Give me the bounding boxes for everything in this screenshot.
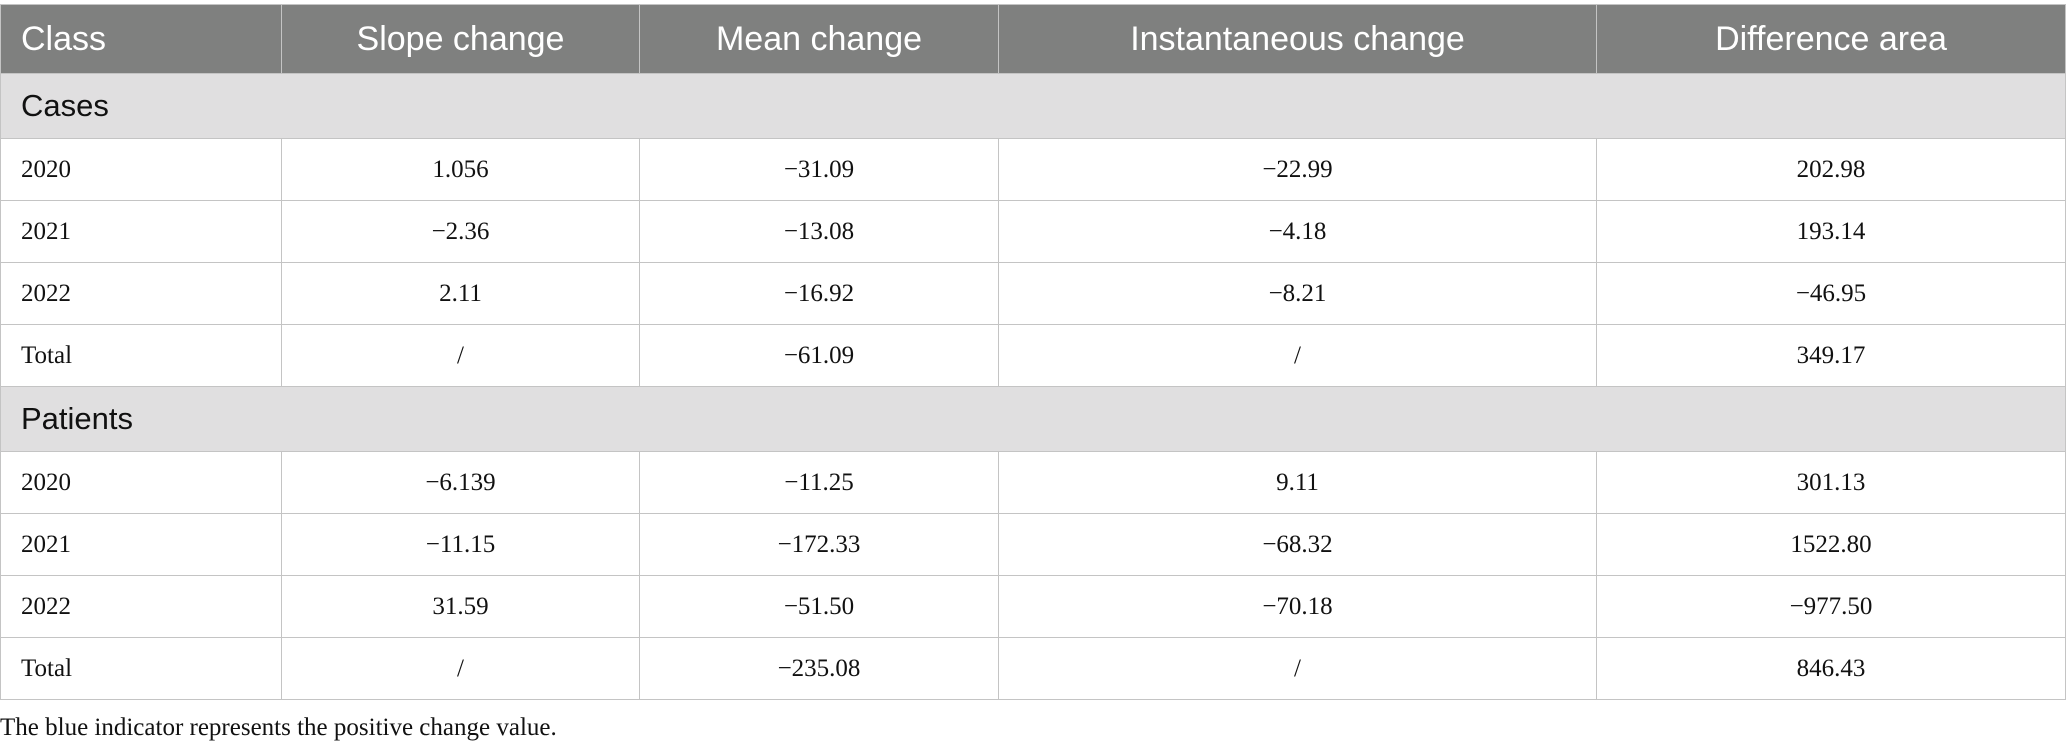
data-row: 2022 2.11 −16.92 −8.21 −46.95 bbox=[0, 262, 2066, 325]
cell-value: 202.98 bbox=[1596, 138, 2066, 201]
cell-value: −4.18 bbox=[998, 200, 1597, 263]
cell-value: −31.09 bbox=[639, 138, 999, 201]
cell-value: −46.95 bbox=[1596, 262, 2066, 325]
row-label: 2020 bbox=[0, 451, 282, 514]
header-row: Class Slope change Mean change Instantaneou… bbox=[0, 4, 2066, 74]
column-header: Difference area bbox=[1596, 4, 2066, 74]
data-row: 2021 −11.15 −172.33 −68.32 1522.80 bbox=[0, 513, 2066, 576]
column-header: Instantaneous change bbox=[998, 4, 1597, 74]
cell-value: −977.50 bbox=[1596, 575, 2066, 638]
cell-value: −11.15 bbox=[281, 513, 640, 576]
row-label: 2022 bbox=[0, 575, 282, 638]
cell-value: −11.25 bbox=[639, 451, 999, 514]
group-row: Cases bbox=[0, 73, 2066, 139]
data-row: Total / −235.08/846.43 bbox=[0, 637, 2066, 700]
data-row: 2021 −2.36 −13.08 −4.18 193.14 bbox=[0, 200, 2066, 263]
cell-value: −16.92 bbox=[639, 262, 999, 325]
cell-value: −172.33 bbox=[639, 513, 999, 576]
cell-value: −61.09 bbox=[639, 324, 999, 387]
cell-value: 846.43 bbox=[1596, 637, 2066, 700]
cell-value: / bbox=[281, 637, 640, 700]
row-label: Total bbox=[0, 637, 282, 700]
cell-value: 349.17 bbox=[1596, 324, 2066, 387]
cell-value: 31.59 bbox=[281, 575, 640, 638]
cell-value: −8.21 bbox=[998, 262, 1597, 325]
column-header: Mean change bbox=[639, 4, 999, 74]
data-row: Total / −61.09/349.17 bbox=[0, 324, 2066, 387]
group-row: Patients bbox=[0, 386, 2066, 452]
cell-value: 9.11 bbox=[998, 451, 1597, 514]
cell-value: −70.18 bbox=[998, 575, 1597, 638]
row-label: 2021 bbox=[0, 200, 282, 263]
cell-value: −22.99 bbox=[998, 138, 1597, 201]
column-header: Slope change bbox=[281, 4, 640, 74]
cell-value: / bbox=[998, 324, 1597, 387]
data-row: 2020 −6.139 −11.25 9.11 301.13 bbox=[0, 451, 2066, 514]
cell-value: −2.36 bbox=[281, 200, 640, 263]
cell-value: −235.08 bbox=[639, 637, 999, 700]
cell-value: 2.11 bbox=[281, 262, 640, 325]
group-label: Patients bbox=[0, 386, 2066, 452]
cell-value: / bbox=[281, 324, 640, 387]
cell-value: 1.056 bbox=[281, 138, 640, 201]
cell-value: 1522.80 bbox=[1596, 513, 2066, 576]
row-label: 2022 bbox=[0, 262, 282, 325]
row-label: 2020 bbox=[0, 138, 282, 201]
cell-value: / bbox=[998, 637, 1597, 700]
row-label: 2021 bbox=[0, 513, 282, 576]
cell-value: −51.50 bbox=[639, 575, 999, 638]
cell-value: −68.32 bbox=[998, 513, 1597, 576]
column-header: Class bbox=[0, 4, 282, 74]
row-label: Total bbox=[0, 324, 282, 387]
cell-value: −6.139 bbox=[281, 451, 640, 514]
data-row: 2020 1.056 −31.09 −22.99 202.98 bbox=[0, 138, 2066, 201]
footnote: The blue indicator represents the positi… bbox=[0, 714, 557, 741]
table-body: Cases 2020 1.056 −31.09 −22.99 202.98 2021 −2.3… bbox=[0, 73, 2066, 700]
cell-value: 301.13 bbox=[1596, 451, 2066, 514]
cell-value: 193.14 bbox=[1596, 200, 2066, 263]
cell-value: −13.08 bbox=[639, 200, 999, 263]
data-table: Class Slope change Mean change Instantaneou… bbox=[0, 4, 2066, 700]
data-row: 2022 31.59 −51.50 −70.18 −977.50 bbox=[0, 575, 2066, 638]
group-label: Cases bbox=[0, 73, 2066, 139]
